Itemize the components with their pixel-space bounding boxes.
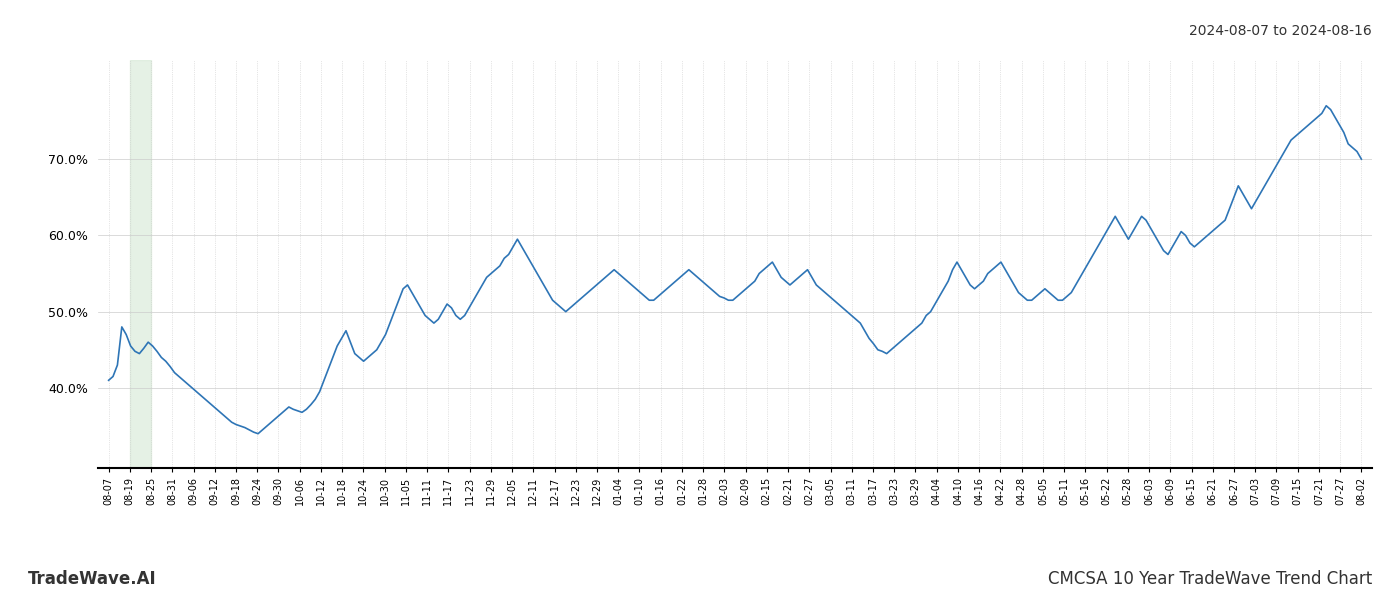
Text: 2024-08-07 to 2024-08-16: 2024-08-07 to 2024-08-16	[1189, 24, 1372, 38]
Bar	[130, 60, 151, 468]
Text: CMCSA 10 Year TradeWave Trend Chart: CMCSA 10 Year TradeWave Trend Chart	[1047, 570, 1372, 588]
Text: TradeWave.AI: TradeWave.AI	[28, 570, 157, 588]
